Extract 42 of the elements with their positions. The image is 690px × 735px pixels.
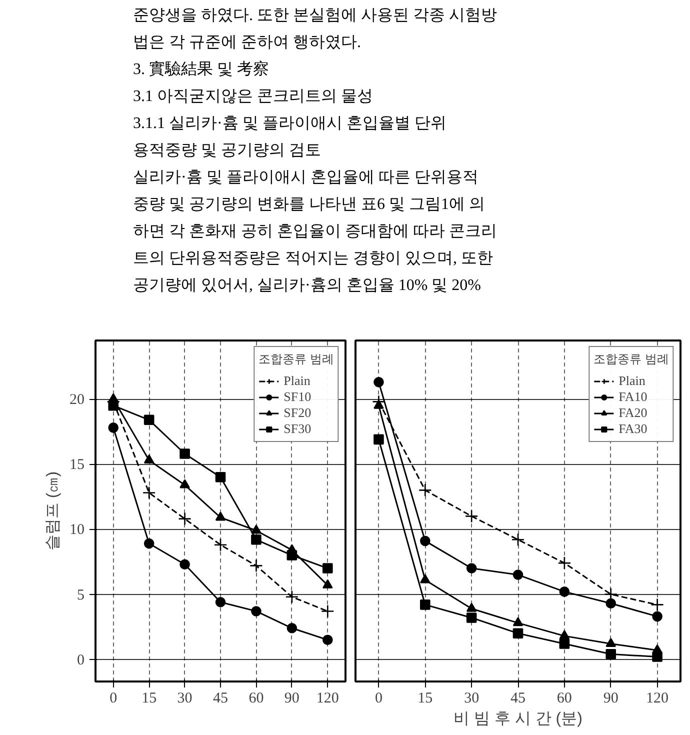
- legend-label: Plain: [618, 373, 646, 389]
- y-axis-title: 슬럼프 (㎝): [44, 471, 62, 551]
- legend-label: FA10: [618, 389, 648, 405]
- legend-title: 조합종류 범례: [594, 351, 669, 368]
- x-tick-label: 45: [213, 690, 228, 706]
- text: 실리카·흄 및 플라이애시 혼입율에 따른 단위용적: [133, 168, 480, 188]
- x-tick-label: 120: [646, 690, 669, 706]
- x-tick-label: 120: [316, 690, 339, 706]
- x-tick-label: 0: [110, 690, 118, 706]
- y-tick-label: 5: [77, 587, 84, 604]
- legend-label: FA20: [618, 405, 648, 421]
- x-tick-label: 45: [510, 690, 526, 706]
- text: 3.1 아직굳지않은 콘크리트의 물성: [133, 87, 374, 107]
- x-tick-label: 60: [248, 690, 264, 706]
- x-tick-label: 30: [464, 690, 480, 706]
- text: 준양생을 하였다. 또한 본실험에 사용된 각종 시험방: [133, 6, 497, 26]
- text: 공기량에 있어서, 실리카·흄의 혼입율 10% 및 20%: [133, 276, 482, 296]
- x-tick-label: 30: [177, 690, 192, 706]
- text: 중량 및 공기량의 변화를 나타낸 표6 및 그림1에 의: [133, 195, 486, 215]
- x-axis-title: 비 빔 후 시 간 (분): [454, 710, 582, 728]
- text: 트의 단위용적중량은 적어지는 경향이 있으며, 또한: [133, 249, 494, 269]
- y-tick-label: 15: [70, 457, 84, 474]
- x-tick-label: 15: [142, 690, 157, 706]
- x-tick-label: 0: [374, 690, 382, 706]
- text: 3. 實驗結果 및 考察: [133, 60, 270, 80]
- text: 용적중량 및 공기량의 검토: [133, 141, 322, 161]
- x-tick-label: 90: [284, 690, 300, 706]
- x-tick-label: 15: [418, 690, 433, 706]
- legend-label: SF10: [284, 389, 312, 405]
- text: 법은 각 규준에 준하여 행하였다.: [133, 33, 362, 53]
- y-tick-label: 10: [70, 522, 84, 538]
- legend-label: Plain: [284, 373, 310, 389]
- x-tick-label: 60: [556, 690, 572, 706]
- y-tick-label: 20: [70, 392, 84, 408]
- text: 하면 각 혼화재 공히 혼입율이 증대함에 따라 콘크리: [133, 222, 497, 242]
- y-tick-label: 0: [77, 652, 84, 668]
- legend-label: FA30: [618, 421, 648, 437]
- text: 3.1.1 실리카·흄 및 플라이애시 혼입율별 단위: [133, 114, 448, 134]
- legend-title: 조합종류 범례: [258, 351, 334, 368]
- legend-label: SF30: [284, 421, 312, 437]
- x-tick-label: 90: [603, 690, 618, 706]
- legend-label: SF20: [284, 405, 312, 421]
